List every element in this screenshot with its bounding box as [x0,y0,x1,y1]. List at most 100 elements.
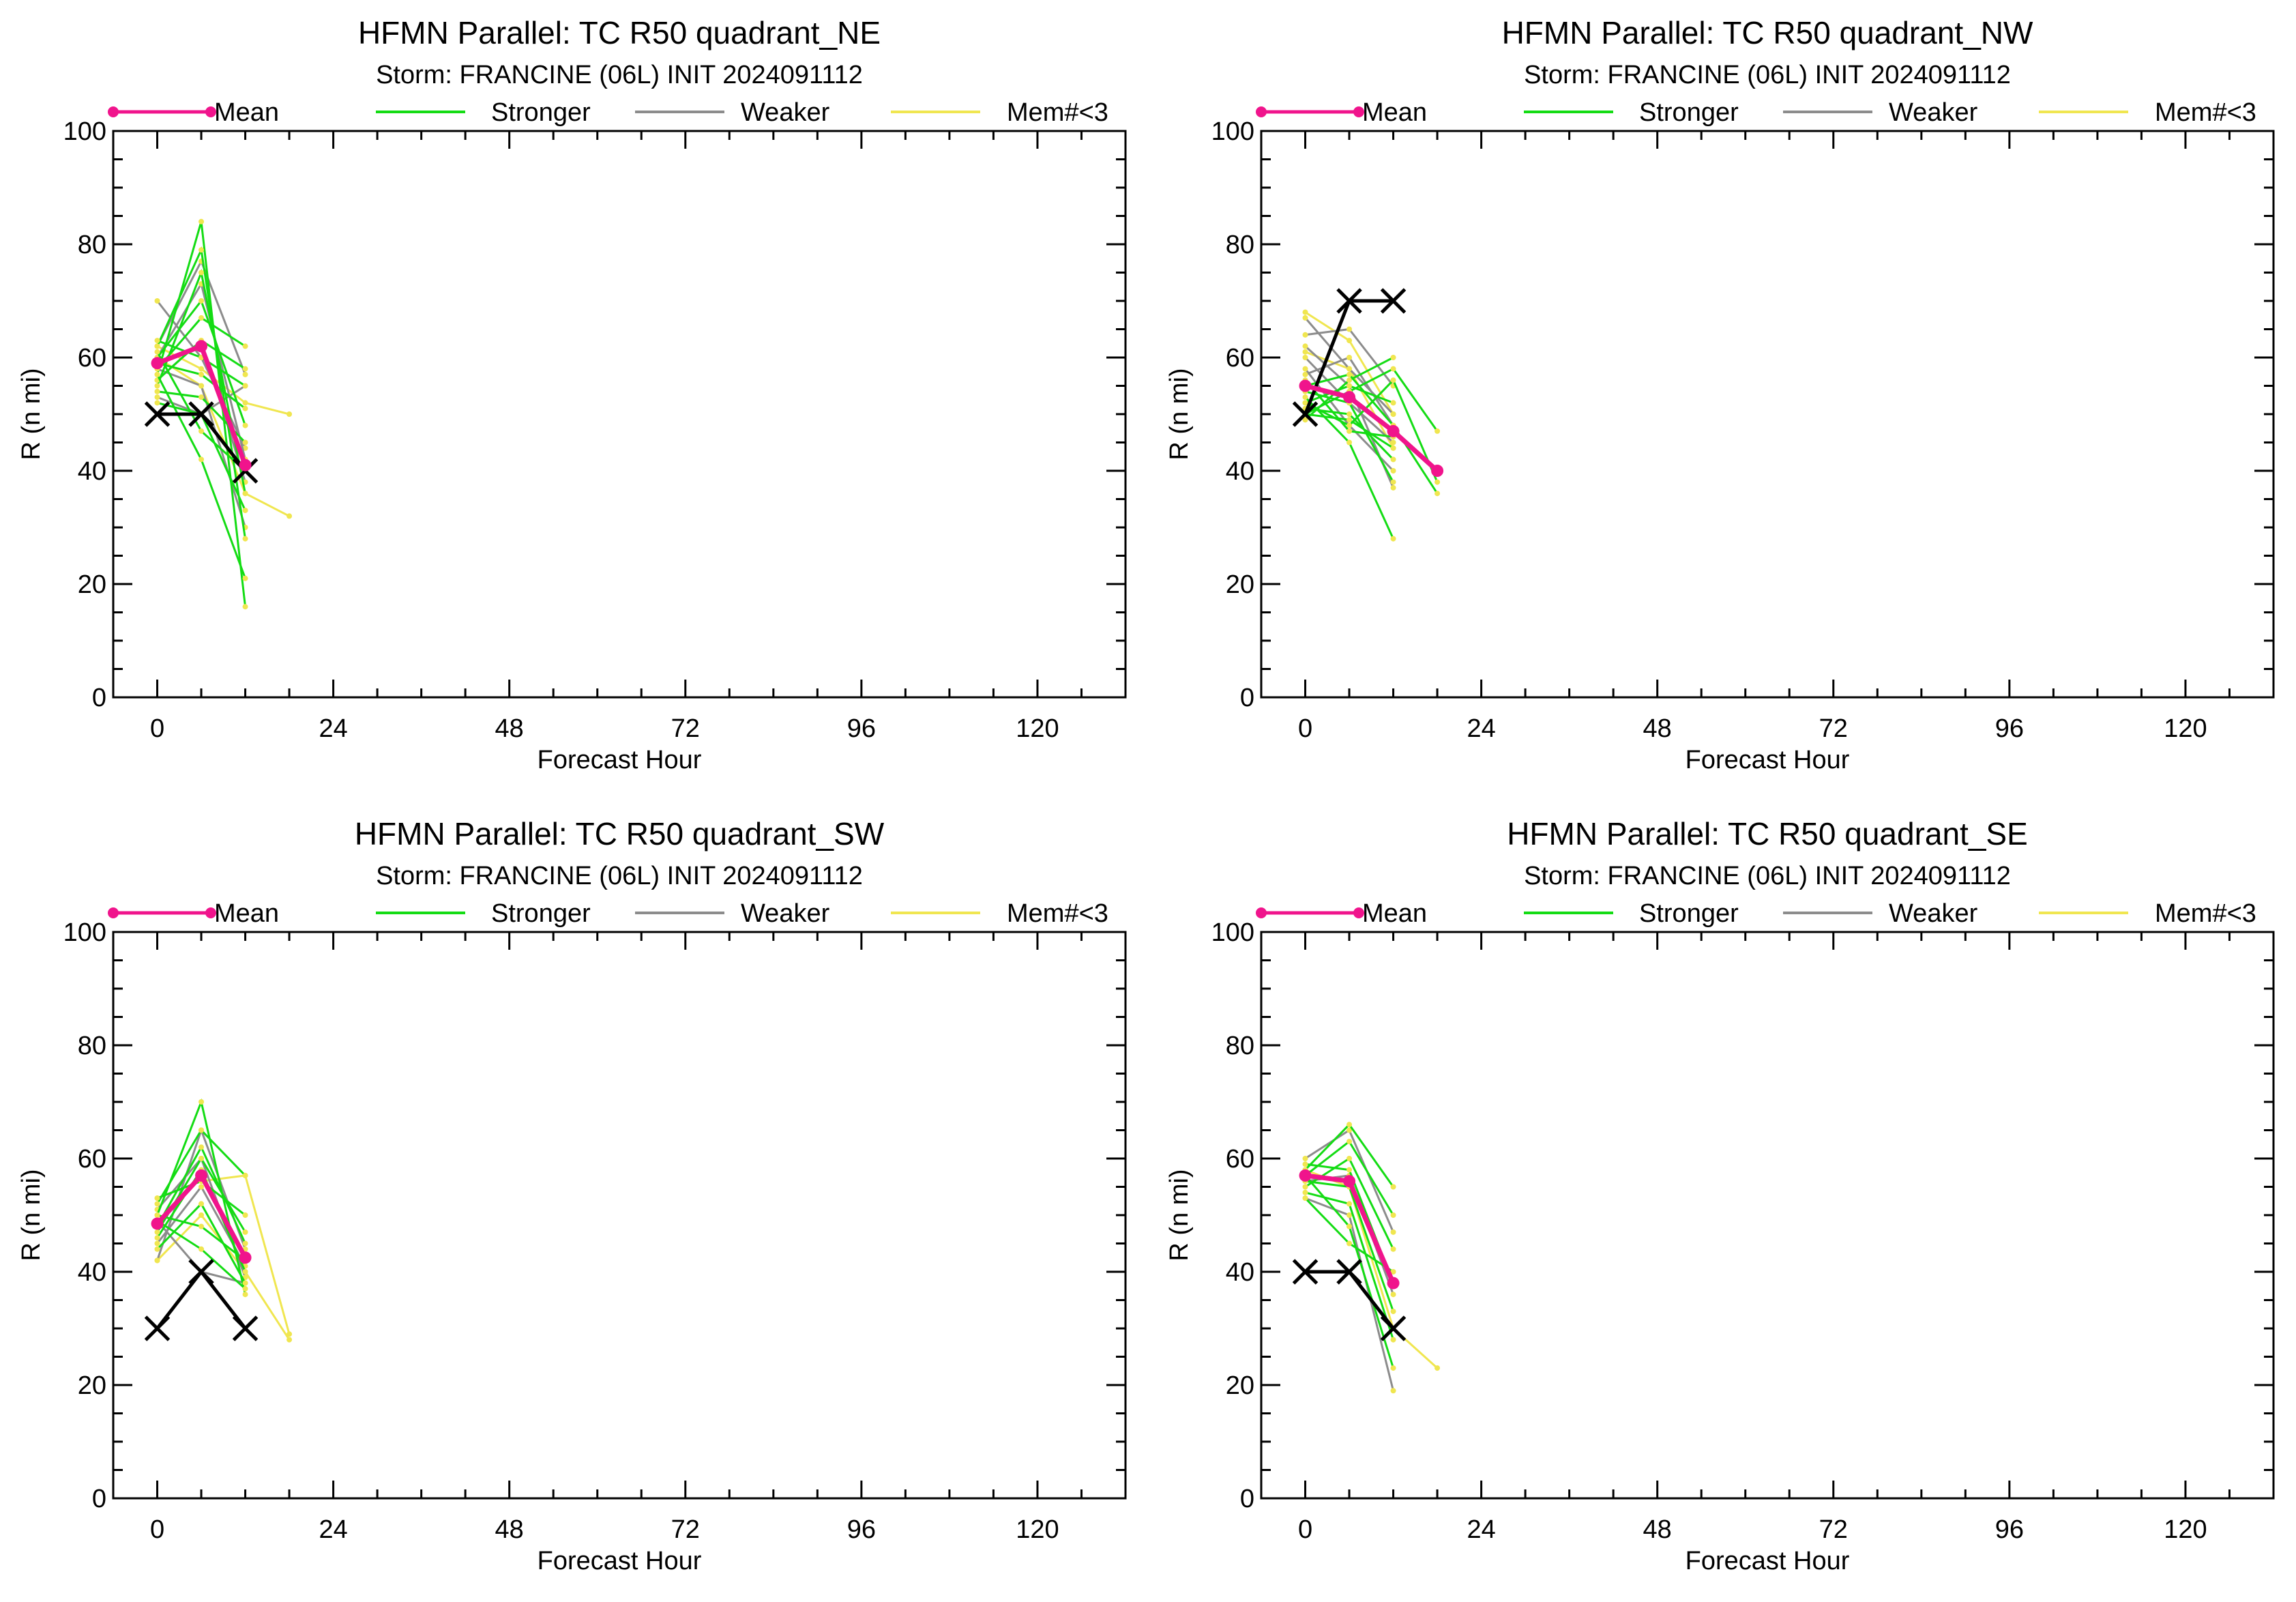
plot-frame [1260,130,2275,699]
x-tick-label: 72 [671,714,700,743]
series-point-weaker [198,1184,205,1190]
series-point-stronger [1302,1161,1308,1167]
mean-point [195,340,208,353]
chart-title: HFMN Parallel: TC R50 quadrant_SW [355,816,885,851]
best-track-marker [144,401,171,427]
best-track-marker [1336,288,1362,314]
best-track-marker [1380,288,1407,314]
series-point-stronger [154,1246,160,1252]
legend-marker-start [108,106,119,117]
series-point-stronger [154,383,160,389]
series-point-stronger [1390,479,1396,485]
series-point-weaker [154,1257,160,1264]
mean-point [239,458,252,471]
series-point-weaker [1390,1292,1396,1298]
series-point-weaker [242,445,248,451]
y-tick-label: 80 [78,231,106,259]
series-point-stronger [154,388,160,394]
y-tick-label: 60 [1226,1145,1254,1174]
y-tick-label: 100 [63,117,106,146]
series-point-stronger [1390,377,1396,383]
chart-subtitle: Storm: FRANCINE (06L) INIT 2024091112 [1524,61,2011,89]
legend-marker-end [205,106,216,117]
series-point-stronger [198,394,205,400]
y-tick-label: 20 [78,570,106,599]
series-point-stronger [1390,1337,1396,1343]
series-point-stronger [242,575,248,581]
y-tick-label: 80 [1226,231,1254,259]
series-point-stronger [1302,394,1308,400]
best-track-marker [1292,401,1319,427]
series-point-stronger [1390,366,1396,372]
series-point-stronger [242,1212,248,1218]
series-point-weaker [1302,332,1308,338]
y-tick-label: 40 [78,1258,106,1287]
best-track-marker [1380,1315,1407,1341]
series-point-weaker [1302,315,1308,321]
series-point-mem [198,366,205,372]
series-point-stronger [1302,400,1308,406]
series-point-stronger [1346,383,1353,389]
series-point-stronger [198,456,205,463]
x-tick-label: 120 [2164,714,2207,743]
series-point-stronger [1302,417,1308,423]
y-axis-label: R (n mi) [17,1169,46,1261]
legend-marker-end [1353,106,1364,117]
best-track-marker [232,1315,259,1341]
y-axis-label: R (n mi) [1165,368,1194,460]
series-point-stronger [154,400,160,406]
series-line-stronger [1305,373,1439,495]
series-point-stronger [198,1223,205,1229]
series-point-weaker [1346,1127,1353,1133]
best-track-marker [1336,1259,1362,1285]
series-point-stronger [1302,1189,1308,1195]
series-point-stronger [1346,1139,1353,1145]
series-point-weaker [1346,326,1353,332]
series-point-stronger [198,218,205,224]
x-axis-label: Forecast Hour [538,746,702,774]
series-point-stronger [1434,491,1441,497]
y-tick-label: 40 [78,457,106,486]
series-point-stronger [1346,377,1353,383]
series-point-mem [286,1331,293,1337]
series-point-stronger [242,405,248,411]
x-axis-label: Forecast Hour [1686,746,1850,774]
x-tick-label: 48 [1643,714,1672,743]
x-tick-label: 48 [495,1515,524,1544]
series-point-stronger [154,349,160,355]
x-tick-label: 120 [1016,714,1059,743]
y-tick-label: 40 [1226,1258,1254,1287]
plot-frame [112,130,1127,699]
series-point-stronger [1390,355,1396,360]
series-point-weaker [1390,411,1396,417]
chart-panel: HFMN Parallel: TC R50 quadrant_NW Storm: … [1165,15,2275,774]
series-point-mem [1346,338,1353,344]
series-line-stronger [1304,378,1439,483]
y-tick-label: 0 [1240,1485,1254,1513]
chart-panel: HFMN Parallel: TC R50 quadrant_NE Storm: … [17,15,1127,774]
legend-marker-start [1256,106,1267,117]
series-point-stronger [242,604,248,610]
series-point-stronger [1346,1167,1353,1173]
series-point-stronger [242,439,248,446]
series-point-stronger [198,428,205,434]
series-point-stronger [1302,1195,1308,1202]
series-point-weaker [1390,439,1396,446]
y-tick-label: 20 [78,1371,106,1400]
series-point-stronger [242,536,248,542]
series-point-stronger [154,1229,160,1235]
series-point-stronger [154,371,160,377]
series-point-stronger [198,298,205,304]
y-tick-label: 60 [78,344,106,373]
x-tick-label: 0 [1298,1515,1312,1544]
series-point-stronger [154,338,160,344]
series-point-stronger [242,1172,248,1178]
series-point-mem [242,400,248,406]
series-point-stronger [1390,536,1396,542]
mean-point [1387,1277,1400,1290]
x-tick-label: 96 [847,714,876,743]
series-point-stronger [198,270,205,276]
series-point-stronger [1346,422,1353,428]
series-point-stronger [154,1235,160,1241]
